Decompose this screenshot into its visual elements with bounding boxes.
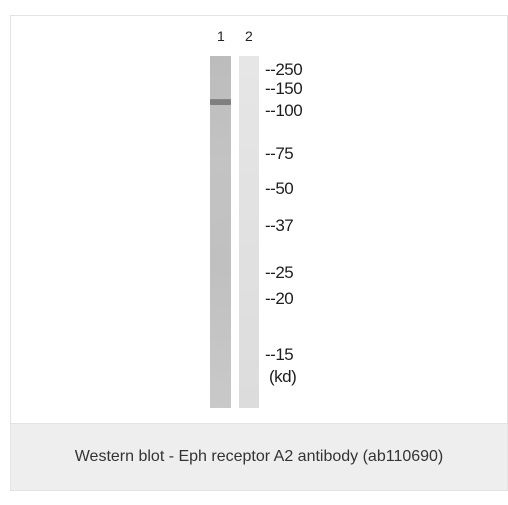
blot-panel: 1 2 --250 --150 --100 --75 --50 --37 --2… (201, 24, 341, 418)
figure-caption: Western blot - Eph receptor A2 antibody … (74, 448, 444, 465)
marker-50: --50 (265, 179, 294, 198)
marker-75: --75 (265, 144, 294, 163)
marker-250: --250 (265, 60, 303, 79)
caption-bar: Western blot - Eph receptor A2 antibody … (11, 424, 507, 490)
unit-label: (kd) (269, 367, 297, 386)
lane-1 (210, 56, 231, 408)
lane-label-1: 1 (217, 28, 225, 44)
lane-2 (239, 56, 259, 408)
marker-150: --150 (265, 79, 303, 98)
lane-label-2: 2 (245, 28, 253, 44)
western-blot-image: 1 2 --250 --150 --100 --75 --50 --37 --2… (11, 16, 507, 424)
marker-25: --25 (265, 263, 294, 282)
protein-band (210, 99, 231, 105)
marker-20: --20 (265, 289, 294, 308)
marker-37: --37 (265, 216, 294, 235)
marker-100: --100 (265, 101, 303, 120)
figure-card: 1 2 --250 --150 --100 --75 --50 --37 --2… (10, 15, 508, 491)
marker-15: --15 (265, 345, 294, 364)
